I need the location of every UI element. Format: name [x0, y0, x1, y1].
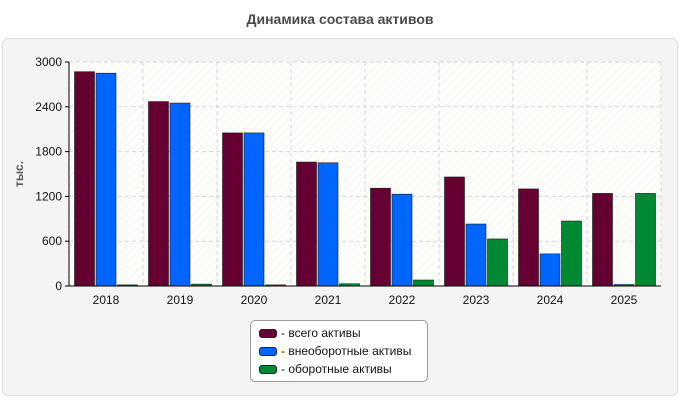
bar-2022-series-1: [391, 193, 413, 287]
legend-swatch: [259, 364, 277, 374]
x-tick-label: 2023: [463, 293, 490, 307]
bar-2020-series-1: [243, 132, 265, 287]
legend: - всего активы - внеоборотные активы - обо…: [250, 320, 428, 382]
bar-2023-series-0: [444, 176, 465, 287]
y-tick-label: 2400: [35, 100, 62, 114]
bar-2018-series-0: [74, 71, 95, 287]
legend-swatch: [259, 346, 277, 356]
bar-2023-series-2: [487, 238, 508, 287]
x-tick-label: 2019: [167, 293, 194, 307]
chart-title: Динамика состава активов: [246, 11, 434, 27]
bar-2019-series-1: [169, 102, 191, 287]
x-tick-label: 2020: [241, 293, 268, 307]
bar-2024-series-1: [539, 253, 561, 287]
x-tick-label: 2018: [93, 293, 120, 307]
legend-swatch: [259, 328, 277, 338]
bar-2021-series-1: [317, 162, 339, 287]
legend-label: - всего активы: [281, 326, 361, 340]
legend-item: - внеоборотные активы: [259, 342, 427, 360]
legend-label: - оборотные активы: [281, 362, 392, 376]
bar-2024-series-0: [518, 188, 539, 287]
legend-item: - оборотные активы: [259, 360, 427, 378]
bar-2023-series-1: [465, 223, 487, 287]
x-tick-label: 2024: [537, 293, 564, 307]
bar-2025-series-2: [635, 193, 656, 287]
legend-label: - внеоборотные активы: [281, 344, 412, 358]
legend-item: - всего активы: [259, 324, 427, 342]
x-tick-label: 2025: [611, 293, 638, 307]
y-tick-label: 3000: [35, 55, 62, 69]
bar-2018-series-1: [95, 72, 117, 287]
bar-2025-series-0: [592, 193, 613, 287]
y-tick-label: 1200: [35, 189, 62, 203]
bar-2022-series-0: [370, 187, 391, 287]
x-tick-label: 2021: [315, 293, 342, 307]
y-tick-label: 1800: [35, 145, 62, 159]
bar-2024-series-2: [561, 220, 582, 287]
bar-2020-series-0: [222, 132, 243, 287]
y-tick-label: 600: [42, 234, 62, 248]
y-tick-label: 0: [55, 279, 62, 293]
y-axis-label: тыс.: [12, 161, 26, 187]
bar-2021-series-0: [296, 161, 317, 287]
bar-2019-series-0: [148, 101, 169, 287]
bar-2022-series-2: [413, 279, 434, 287]
x-tick-label: 2022: [389, 293, 416, 307]
